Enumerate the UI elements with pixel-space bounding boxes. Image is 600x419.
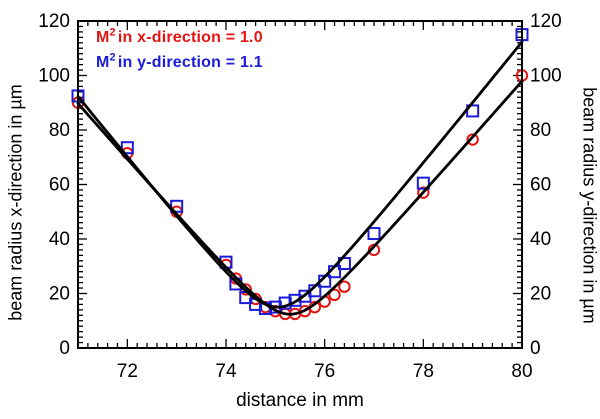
y-left-tick-label: 100 <box>38 66 70 87</box>
fit-curve-x-direction <box>76 79 524 316</box>
legend-x-prefix: M <box>96 29 110 46</box>
y-right-tick-label: 40 <box>530 229 551 250</box>
x-tick-label: 80 <box>511 361 532 382</box>
legend-item-x-direction: M2 in x-direction = 1.0 <box>96 26 263 47</box>
y-left-tick-label: 120 <box>38 11 70 32</box>
y-axis-right-title: beam radius y-direction in µm <box>579 87 600 324</box>
y-right-tick-label: 60 <box>530 175 551 196</box>
data-point-x-direction <box>328 288 341 302</box>
y-right-tick-label: 20 <box>530 284 551 305</box>
x-tick-label: 76 <box>314 361 335 382</box>
y-axis-left-title: beam radius x-direction in µm <box>5 84 26 321</box>
y-left-tick-label: 0 <box>59 338 70 359</box>
x-tick-label: 72 <box>117 361 138 382</box>
y-left-tick-label: 80 <box>49 120 70 141</box>
legend-x-superscript: 2 <box>109 26 116 39</box>
x-tick-label: 78 <box>413 361 434 382</box>
y-left-tick-label: 20 <box>49 284 70 305</box>
legend-item-y-direction: M2 in y-direction = 1.1 <box>96 51 263 72</box>
y-right-tick-label: 100 <box>530 66 562 87</box>
data-point-x-direction <box>466 133 479 146</box>
x-tick-label: 74 <box>215 361 237 382</box>
legend-y-prefix: M <box>96 54 110 71</box>
y-right-tick-label: 80 <box>530 120 551 141</box>
y-right-tick-label: 120 <box>530 11 562 32</box>
plot-frame <box>77 20 523 349</box>
legend-x-text: in x-direction = 1.0 <box>117 29 263 46</box>
fit-curve-y-direction <box>76 40 524 309</box>
x-axis-title: distance in mm <box>236 390 364 411</box>
y-left-tick-label: 40 <box>49 229 70 250</box>
legend-y-superscript: 2 <box>109 51 116 64</box>
data-point-y-direction <box>120 141 134 155</box>
data-point-x-direction <box>338 280 351 293</box>
y-right-tick-label: 0 <box>530 338 541 359</box>
y-left-tick-label: 60 <box>49 175 70 196</box>
data-point-y-direction <box>288 293 302 307</box>
data-point-y-direction <box>367 227 381 241</box>
data-point-y-direction <box>416 176 430 190</box>
legend-y-text: in y-direction = 1.1 <box>117 54 263 71</box>
data-point-x-direction <box>417 186 430 199</box>
